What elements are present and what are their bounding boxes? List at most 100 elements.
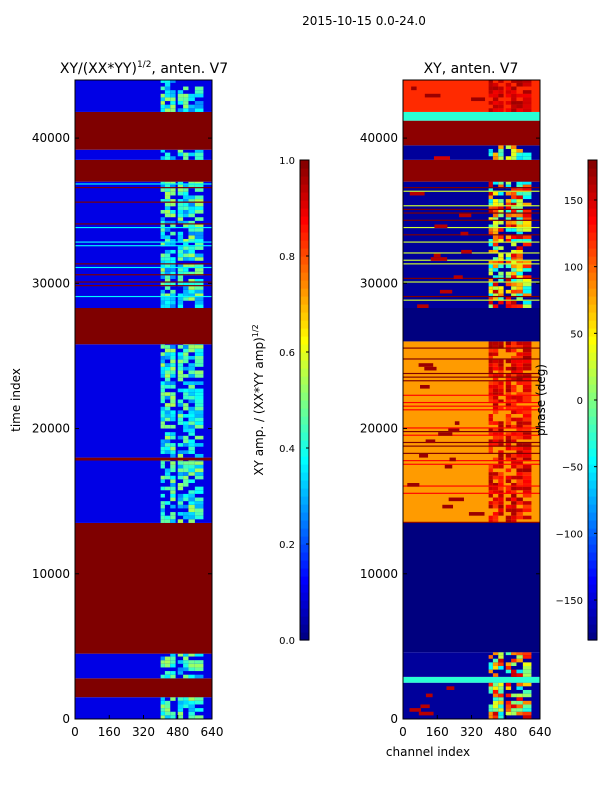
heatmap-cell-0-354 [194, 289, 204, 294]
heatmap-cell-1-394 [505, 341, 512, 346]
colorbar-segment-0-18 [300, 488, 309, 497]
heatmap-cell-1-336 [498, 374, 504, 378]
heatmap-cell-1-632 [488, 148, 493, 153]
heatmap-cell-0-32 [194, 697, 204, 701]
heatmap-cell-1-639 [488, 108, 493, 112]
heatmap-cell-0-382 [194, 271, 204, 276]
heatmap-cell-1-226 [505, 439, 512, 444]
heatmap-cell-0-33 [160, 674, 165, 679]
heatmap-cell-0-156 [188, 460, 195, 462]
heatmap-cell-0-370 [194, 278, 204, 283]
heatmap-cell-0-41 [177, 671, 184, 675]
heatmap-cell-0-437 [160, 235, 165, 240]
heatmap-patch-1-457 [453, 275, 463, 279]
heatmap-cell-0-320 [194, 345, 204, 349]
heatmap-cell-0-439 [177, 235, 184, 240]
heatmap-cell-1-201 [505, 453, 512, 458]
heatmap-stripe-1-456 [403, 277, 540, 279]
heatmap-cell-0-142 [170, 464, 176, 469]
heatmap-cell-1-474 [522, 264, 532, 269]
heatmap-cell-1-215 [522, 446, 532, 451]
heatmap-cell-0-164 [177, 450, 184, 454]
heatmap-cell-1-50 [498, 686, 504, 690]
heatmap-cell-0-157 [194, 460, 204, 462]
heatmap-cell-0-130 [164, 472, 171, 476]
heatmap-cell-0-553 [160, 101, 165, 105]
heatmap-cell-1-34 [492, 697, 499, 701]
heatmap-cell-1-656 [516, 101, 523, 105]
colorbar-segment-1-54 [588, 200, 597, 209]
heatmap-cell-0-145 [188, 464, 195, 469]
heatmap-cell-1-164 [522, 479, 532, 484]
heatmap-cell-0-575 [160, 86, 165, 91]
heatmap-cell-1-618 [522, 181, 532, 185]
heatmap-cell-1-589 [516, 199, 523, 203]
heatmap-cell-0-377 [164, 271, 171, 276]
heatmap-cell-0-417 [177, 249, 184, 254]
heatmap-cell-0-52 [160, 660, 165, 664]
heatmap-cell-1-445 [505, 278, 512, 283]
heatmap-cell-1-208 [516, 450, 523, 454]
colorbar-segment-1-24 [588, 440, 597, 449]
heatmap-cell-1-623 [516, 156, 523, 160]
colorbar-segment-1-46 [588, 264, 597, 273]
heatmap-cell-0-115 [177, 486, 184, 491]
colorbar-segment-0-38 [300, 328, 309, 337]
heatmap-cell-1-433 [498, 286, 504, 290]
heatmap-cell-1-360 [522, 363, 532, 367]
heatmap-cell-0-331 [164, 300, 171, 305]
heatmap-cell-0-151 [188, 461, 195, 465]
heatmap-cell-1-203 [516, 453, 523, 458]
heatmap-cell-0-485 [170, 202, 176, 207]
colorbar-segment-1-40 [588, 312, 597, 321]
heatmap-cell-1-131 [511, 497, 517, 502]
heatmap-cell-0-238 [164, 395, 171, 400]
heatmap-cell-1-175 [516, 472, 523, 476]
heatmap-cell-1-391 [488, 341, 493, 346]
heatmap-cell-1-197 [522, 457, 532, 462]
heatmap-cell-1-471 [505, 264, 512, 269]
heatmap-cell-0-27 [160, 697, 165, 701]
heatmap-cell-0-430 [164, 239, 171, 243]
heatmap-cell-1-188 [498, 461, 504, 465]
heatmap-cell-1-667 [516, 93, 523, 98]
heatmap-cell-1-531 [511, 228, 517, 232]
heatmap-cell-1-356 [492, 363, 499, 367]
heatmap-cell-1-300 [516, 395, 523, 400]
heatmap-cell-1-626 [488, 152, 493, 157]
heatmap-cell-0-447 [160, 228, 165, 232]
heatmap-cell-0-393 [177, 264, 184, 269]
heatmap-stripe-1-390 [403, 347, 540, 349]
colorbar-segment-0-20 [300, 472, 309, 481]
heatmap-cell-1-282 [522, 406, 532, 411]
heatmap-cell-1-613 [488, 181, 493, 185]
heatmap-cell-1-155 [511, 483, 517, 487]
heatmap-cell-0-272 [194, 374, 204, 378]
heatmap-cell-0-228 [170, 403, 176, 407]
heatmap-cell-0-180 [183, 439, 189, 444]
heatmap-cell-1-126 [516, 501, 523, 505]
heatmap-cell-0-50 [188, 663, 195, 668]
heatmap-cell-0-521 [164, 181, 171, 185]
heatmap-cell-0-428 [194, 242, 204, 247]
colorbar-segment-0-5 [300, 592, 309, 601]
heatmap-cell-1-165 [488, 475, 493, 480]
heatmap-cell-0-547 [160, 104, 165, 109]
colorbar-segment-0-9 [300, 560, 309, 569]
heatmap-cell-0-268 [170, 374, 176, 378]
colorbar-segment-0-36 [300, 344, 309, 353]
heatmap-cell-1-350 [505, 366, 512, 371]
heatmap-cell-0-46 [160, 663, 165, 668]
heatmap-cell-0-475 [177, 209, 184, 214]
heatmap-cell-0-31 [188, 697, 195, 701]
heatmap-cell-0-59 [160, 656, 165, 661]
heatmap-cell-0-390 [160, 264, 165, 269]
heatmap-cell-0-522 [170, 181, 176, 185]
heatmap-cell-1-392 [492, 341, 499, 346]
heatmap-cell-1-424 [492, 289, 499, 294]
heatmap-cell-0-381 [188, 271, 195, 276]
heatmap-cell-1-423 [488, 289, 493, 294]
colorbar-segment-1-34 [588, 360, 597, 369]
colorbar-segment-1-14 [588, 520, 597, 529]
heatmap-cell-1-571 [498, 206, 504, 210]
